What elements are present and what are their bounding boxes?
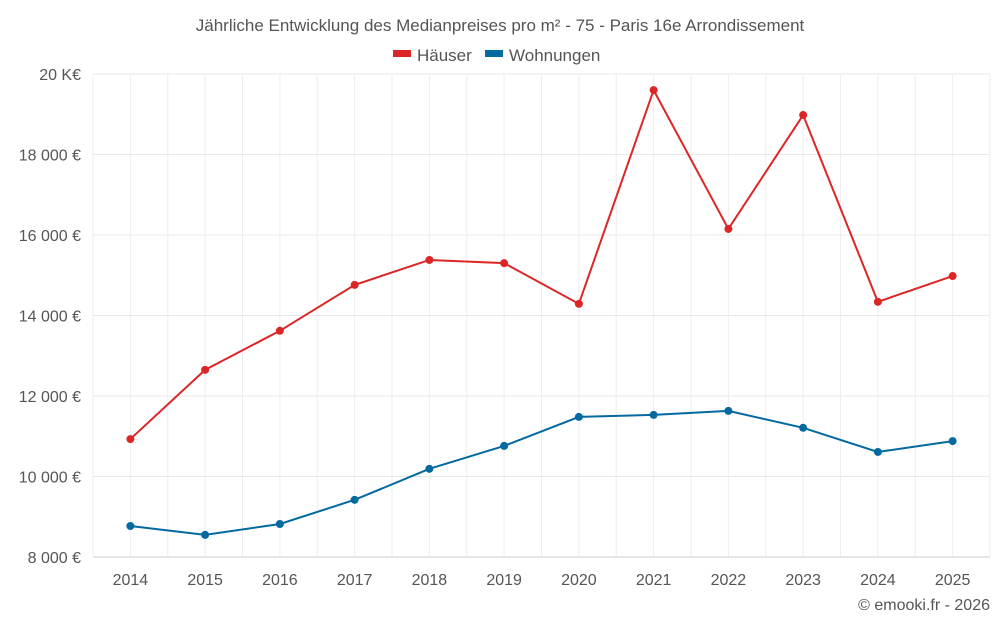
x-tick-label: 2015 <box>187 572 223 589</box>
legend-label: Wohnungen <box>509 46 600 65</box>
data-point <box>724 406 733 415</box>
data-point <box>201 365 210 374</box>
x-tick-label: 2022 <box>711 572 747 589</box>
data-point <box>574 412 583 421</box>
chart-title: Jährliche Entwicklung des Medianpreises … <box>196 16 805 35</box>
data-point <box>275 326 284 335</box>
series-line-Wohnungen <box>130 409 953 536</box>
data-point <box>350 495 359 504</box>
data-point <box>948 437 957 446</box>
data-point <box>799 423 808 432</box>
data-point <box>275 519 284 528</box>
data-point <box>873 297 882 306</box>
x-tick-label: 2023 <box>785 572 821 589</box>
data-point <box>350 280 359 289</box>
data-point <box>425 464 434 473</box>
y-tick-label: 16 000 € <box>19 228 81 245</box>
legend-swatch <box>485 50 503 57</box>
grid <box>92 73 991 558</box>
series-line-Häuser <box>129 87 953 440</box>
x-tick-label: 2018 <box>412 572 448 589</box>
data-point <box>500 441 509 450</box>
legend-swatch <box>393 50 411 57</box>
data-point <box>126 435 135 444</box>
data-point <box>201 530 210 539</box>
data-point <box>126 522 135 531</box>
x-tick-label: 2017 <box>337 572 373 589</box>
axes: 8 000 € 10 000 € 12 000 € 14 000 € 16 000 € 1… <box>19 67 990 589</box>
y-tick-label: 18 000 € <box>19 148 81 165</box>
y-tick-label: 12 000 € <box>19 389 81 406</box>
data-point <box>948 272 957 281</box>
data-point <box>500 259 509 268</box>
credit-text: © emooki.fr - 2026 <box>858 597 990 614</box>
x-tick-label: 2020 <box>561 572 597 589</box>
x-tick-label: 2016 <box>262 572 298 589</box>
x-tick-label: 2014 <box>113 572 149 589</box>
y-tick-label: 20 K€ <box>39 67 81 84</box>
data-point <box>649 410 658 419</box>
y-tick-label: 14 000 € <box>19 309 81 326</box>
data-point <box>873 447 882 456</box>
x-tick-label: 2021 <box>636 572 672 589</box>
data-point <box>724 224 733 233</box>
data-point <box>425 255 434 264</box>
x-tick-label: 2019 <box>486 572 522 589</box>
data-point <box>574 299 583 308</box>
x-tick-label: 2024 <box>860 572 896 589</box>
legend-label: Häuser <box>417 46 472 65</box>
y-tick-label: 10 000 € <box>19 470 81 487</box>
data-point <box>799 111 808 120</box>
y-tick-label: 8 000 € <box>28 550 81 567</box>
series-group <box>126 86 957 539</box>
x-tick-label: 2025 <box>935 572 971 589</box>
legend: Häuser Wohnungen <box>393 46 600 65</box>
data-point <box>649 86 658 95</box>
